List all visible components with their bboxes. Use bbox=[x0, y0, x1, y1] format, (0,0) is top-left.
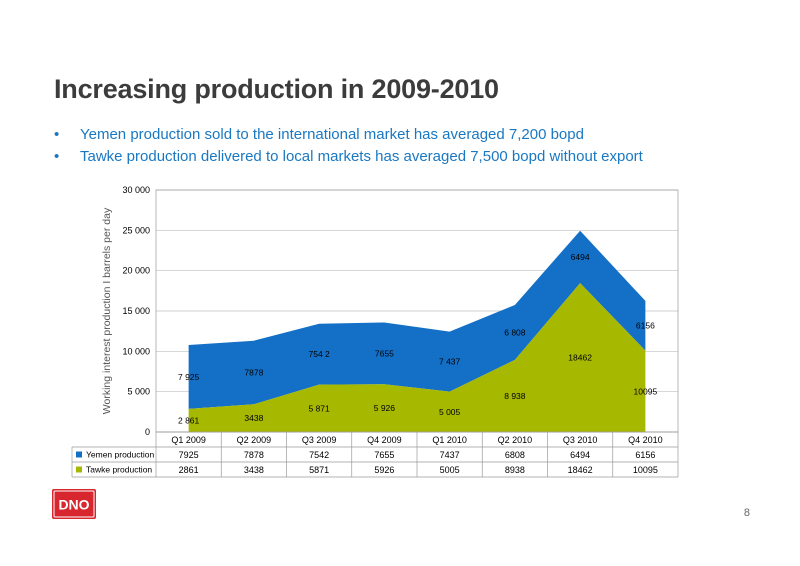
tawke-data-label: 2 861 bbox=[178, 415, 200, 425]
bullet-text: Yemen production sold to the internation… bbox=[80, 126, 584, 143]
y-axis: 0 5 000 10 000 15 000 20 000 25 000 30 000 bbox=[122, 185, 150, 437]
yemen-data-label: 7 437 bbox=[439, 357, 461, 367]
tawke-data-label: 5 005 bbox=[439, 407, 461, 417]
y-tick-label: 15 000 bbox=[122, 306, 150, 316]
table-cell-tawke: 3438 bbox=[244, 465, 264, 475]
x-tick-label: Q4 2009 bbox=[367, 435, 402, 445]
table-cell-tawke: 8938 bbox=[505, 465, 525, 475]
table-cell-yemen: 6156 bbox=[635, 450, 655, 460]
table-cell-yemen: 7655 bbox=[374, 450, 394, 460]
legend-label-yemen: Yemen production bbox=[86, 450, 154, 460]
yemen-data-label: 6156 bbox=[636, 321, 655, 331]
bullet-marker: • bbox=[54, 148, 60, 165]
legend-label-tawke: Tawke production bbox=[86, 465, 152, 475]
logo-border bbox=[53, 490, 95, 518]
y-tick-label: 30 000 bbox=[122, 185, 150, 195]
area-yemen-production bbox=[188, 230, 646, 409]
x-tick-label: Q1 2009 bbox=[171, 435, 206, 445]
table-cell-tawke: 18462 bbox=[568, 465, 593, 475]
x-tick-label: Q2 2009 bbox=[237, 435, 272, 445]
table-cell-yemen: 6494 bbox=[570, 450, 590, 460]
table-cell-yemen: 7925 bbox=[179, 450, 199, 460]
tawke-data-label: 5 926 bbox=[374, 403, 396, 413]
x-tick-label: Q2 2010 bbox=[498, 435, 533, 445]
area-tawke-production bbox=[188, 283, 646, 432]
x-tick-label: Q1 2010 bbox=[432, 435, 467, 445]
legend-swatch-yemen bbox=[76, 451, 82, 458]
data-labels: 2 861 3438 5 871 5 926 5 005 8 938 18462 10095 7… bbox=[178, 252, 657, 426]
page-title: Increasing production in 2009-2010 bbox=[54, 74, 499, 104]
y-tick-label: 0 bbox=[145, 427, 150, 437]
yemen-data-label: 7 925 bbox=[178, 372, 200, 382]
y-axis-label: Working interest production I barrels pe… bbox=[101, 207, 113, 414]
x-tick-label: Q3 2009 bbox=[302, 435, 337, 445]
table-cell-yemen: 7437 bbox=[440, 450, 460, 460]
table-cell-tawke: 5005 bbox=[440, 465, 460, 475]
y-tick-label: 25 000 bbox=[122, 225, 150, 235]
legend-swatch-tawke bbox=[76, 466, 82, 473]
yemen-data-label: 754 2 bbox=[308, 349, 330, 359]
x-tick-label: Q3 2010 bbox=[563, 435, 598, 445]
logo-text: DNO bbox=[58, 497, 89, 513]
page-number: 8 bbox=[743, 507, 750, 519]
bullet-text: Tawke production delivered to local mark… bbox=[80, 148, 643, 165]
bullet-marker: • bbox=[54, 126, 60, 143]
data-table: Q1 2009 Q2 2009 Q3 2009 Q4 2009 Q1 2010 Q2 20… bbox=[71, 431, 679, 478]
x-tick-label: Q4 2010 bbox=[628, 435, 663, 445]
tawke-data-label: 5 871 bbox=[308, 403, 330, 413]
yemen-data-label: 6 808 bbox=[504, 327, 526, 337]
area-series bbox=[188, 230, 646, 432]
tawke-data-label: 8 938 bbox=[504, 391, 526, 401]
logo-background bbox=[52, 489, 96, 519]
table-cell-tawke: 5871 bbox=[309, 465, 329, 475]
dno-logo: DNO bbox=[52, 489, 96, 519]
table-cell-yemen: 7878 bbox=[244, 450, 264, 460]
table-cell-tawke: 2861 bbox=[179, 465, 199, 475]
y-tick-label: 20 000 bbox=[122, 266, 150, 276]
yemen-data-label: 7655 bbox=[375, 348, 394, 358]
table-cell-tawke: 5926 bbox=[374, 465, 394, 475]
table-cell-tawke: 10095 bbox=[633, 465, 658, 475]
tawke-data-label: 3438 bbox=[244, 413, 263, 423]
table-cell-yemen: 7542 bbox=[309, 450, 329, 460]
y-tick-label: 10 000 bbox=[122, 346, 150, 356]
tawke-data-label: 18462 bbox=[568, 353, 592, 363]
bullet-item: • Tawke production delivered to local mar… bbox=[54, 146, 643, 168]
bullet-list: • Yemen production sold to the internatio… bbox=[54, 124, 643, 168]
yemen-data-label: 6494 bbox=[571, 252, 590, 262]
yemen-data-label: 7878 bbox=[244, 367, 263, 377]
bullet-item: • Yemen production sold to the internatio… bbox=[54, 124, 643, 146]
table-cell-yemen: 6808 bbox=[505, 450, 525, 460]
y-tick-label: 5 000 bbox=[127, 387, 150, 397]
tawke-data-label: 10095 bbox=[634, 386, 658, 396]
